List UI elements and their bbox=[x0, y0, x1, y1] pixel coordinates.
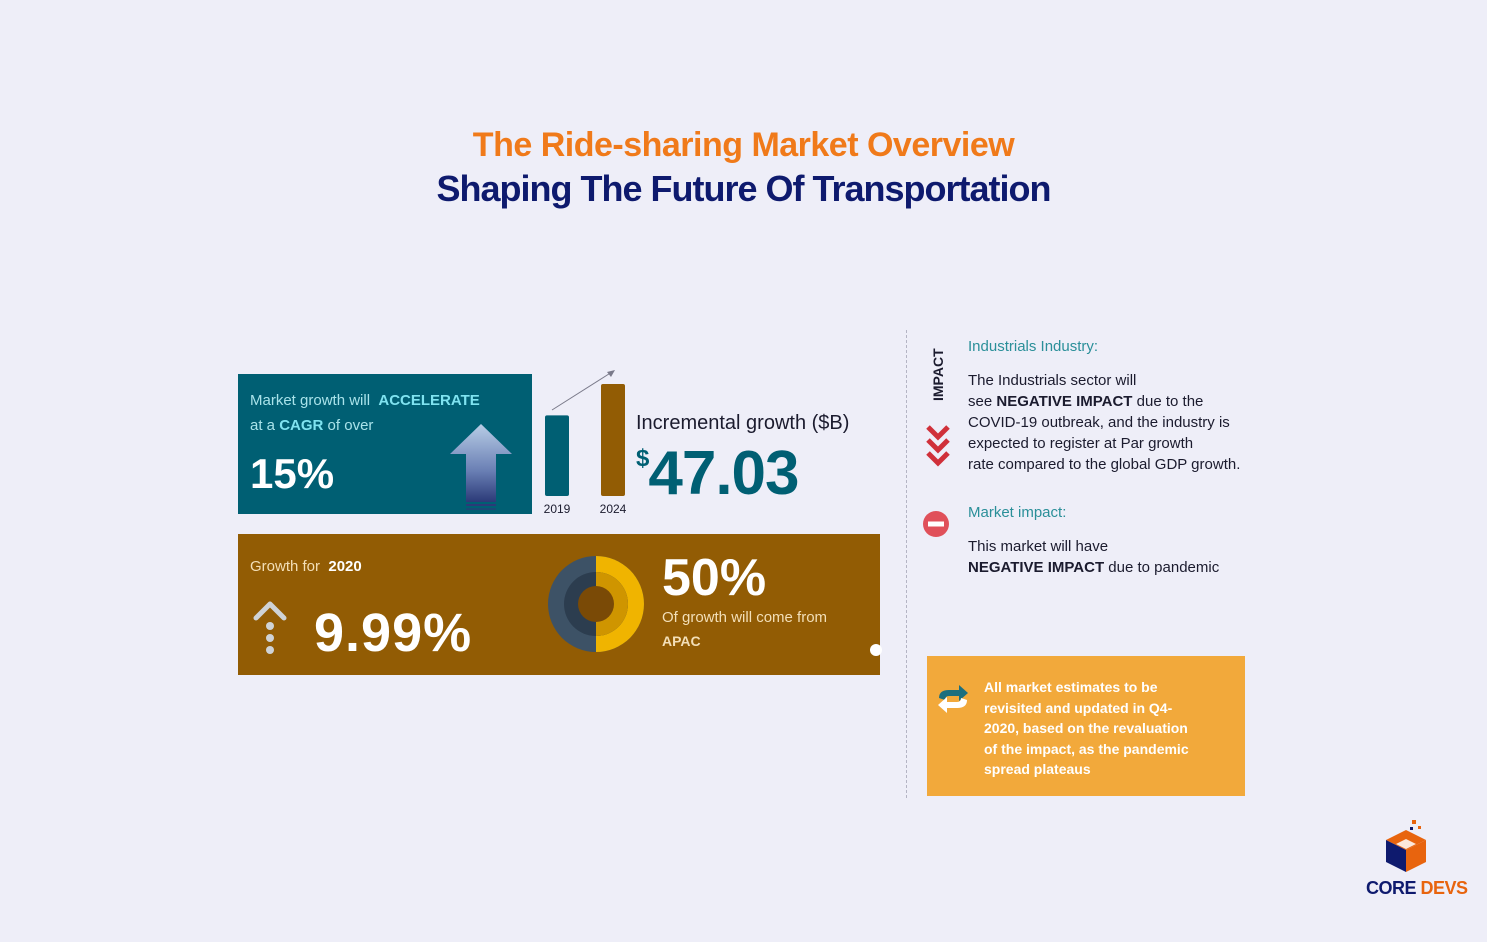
cube-logo-icon bbox=[1386, 820, 1426, 872]
impact-side-text: IMPACT bbox=[930, 348, 946, 401]
triple-chevron-down-icon bbox=[926, 425, 950, 467]
trend-arrow-head bbox=[607, 370, 615, 377]
cagr-line2: at a CAGR of over bbox=[250, 417, 373, 434]
note-text: All market estimates to be revisited and… bbox=[984, 677, 1189, 780]
cagr-line2-prefix: at a bbox=[250, 417, 276, 434]
incremental-number: 47.03 bbox=[648, 439, 799, 508]
industry-line-2: see NEGATIVE IMPACT due to the bbox=[968, 391, 1203, 412]
core-devs-logo: CORE DEVS bbox=[1366, 818, 1468, 898]
dotted-up-arrow-icon bbox=[253, 601, 287, 654]
market-negative-impact: NEGATIVE IMPACT bbox=[968, 559, 1105, 576]
apac-share-text: Of growth will come from bbox=[662, 609, 828, 626]
industry-heading: Industrials Industry: bbox=[968, 338, 1099, 355]
industry-line-1: The Industrials sector will bbox=[968, 372, 1137, 389]
cagr-card: Market growth will ACCELERATE at a CAGR … bbox=[238, 374, 532, 514]
donut-hole bbox=[578, 586, 614, 622]
logo-word-devs: DEVS bbox=[1420, 878, 1469, 898]
industry-negative-impact: NEGATIVE IMPACT bbox=[996, 393, 1133, 410]
market-impact-line-2: NEGATIVE IMPACT due to pandemic bbox=[968, 557, 1219, 578]
note-line-1: All market estimates to be bbox=[984, 679, 1158, 695]
industry-line-3: COVID-19 outbreak, and the industry is bbox=[968, 414, 1230, 431]
growth-value: 9.99% bbox=[314, 603, 473, 663]
industry-line-5: rate compared to the global GDP growth. bbox=[968, 456, 1241, 473]
incremental-value: $47.03 bbox=[636, 438, 800, 509]
currency-symbol: $ bbox=[636, 445, 649, 472]
incremental-label: Incremental growth ($B) bbox=[636, 412, 850, 434]
market-impact-line-1: This market will have bbox=[968, 538, 1109, 555]
industry-line-2-suffix: due to the bbox=[1136, 393, 1204, 410]
bar-label-2024: 2024 bbox=[600, 502, 627, 516]
growth-card: Growth for 2020 9.99% 50% Of growth will… bbox=[238, 534, 882, 675]
growth-year-label: Growth for 2020 bbox=[250, 558, 362, 575]
note-line-4: of the impact, as the pandemic bbox=[984, 740, 1189, 757]
note-line-2: revisited and updated in Q4- bbox=[984, 699, 1173, 716]
estimates-note: All market estimates to be revisited and… bbox=[927, 656, 1245, 796]
apac-region: APAC bbox=[662, 633, 701, 649]
cagr-label: CAGR bbox=[279, 417, 324, 434]
logo-wordmark: CORE DEVS bbox=[1366, 878, 1468, 899]
cagr-line1-prefix: Market growth will bbox=[250, 392, 371, 409]
apac-share-value: 50% bbox=[662, 549, 767, 607]
cagr-accelerate: ACCELERATE bbox=[378, 392, 480, 409]
growth-year: 2020 bbox=[328, 558, 362, 575]
cagr-line2-suffix: of over bbox=[327, 417, 374, 434]
refresh-icon bbox=[938, 685, 968, 713]
up-arrow-icon bbox=[450, 424, 512, 510]
decorative-dot bbox=[870, 644, 882, 656]
impact-side-label: IMPACT bbox=[930, 348, 946, 401]
apac-share-donut bbox=[548, 556, 644, 652]
cagr-line1: Market growth will ACCELERATE bbox=[250, 392, 480, 409]
market-impact-suffix: due to pandemic bbox=[1108, 559, 1220, 576]
minus-circle-icon bbox=[923, 511, 949, 537]
logo-word-core: CORE bbox=[1366, 878, 1417, 898]
industry-line-4: expected to register at Par growth bbox=[968, 435, 1194, 452]
bar-2019 bbox=[545, 415, 569, 496]
trend-arrow-line bbox=[551, 371, 613, 411]
bar-2024 bbox=[601, 384, 625, 496]
page-title: The Ride-sharing Market Overview bbox=[472, 126, 1015, 164]
bar-label-2019: 2019 bbox=[544, 502, 571, 516]
note-line-5: spread plateaus bbox=[984, 761, 1091, 777]
industry-line-2-prefix: see bbox=[968, 393, 993, 410]
market-impact-heading: Market impact: bbox=[968, 504, 1067, 521]
page-subtitle: Shaping The Future Of Transportation bbox=[436, 168, 1051, 209]
note-line-3: 2020, based on the revaluation bbox=[984, 720, 1188, 736]
incremental-bar-chart: 2019 2024 bbox=[544, 370, 627, 516]
growth-label-prefix: Growth for bbox=[250, 558, 321, 575]
vertical-divider bbox=[906, 330, 907, 798]
cagr-value: 15% bbox=[250, 450, 335, 497]
